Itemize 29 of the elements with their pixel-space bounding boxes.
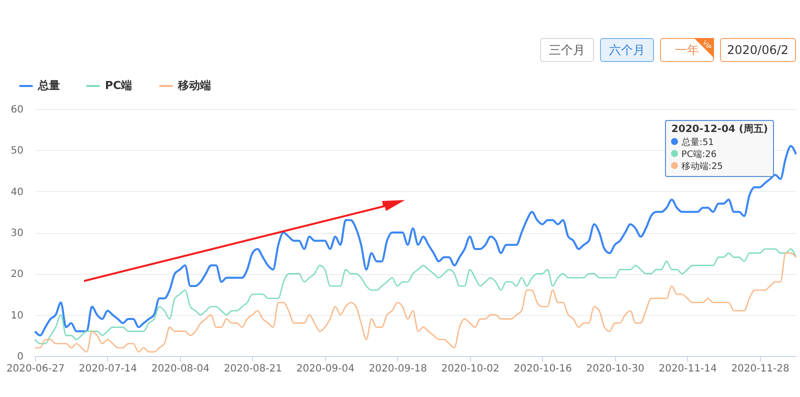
text: 2020/06/2 [720, 38, 796, 62]
y-tick-label: 20 [10, 269, 24, 280]
y-tick-label: 50 [10, 146, 24, 157]
annotation: 移动端:25 [681, 162, 723, 172]
x-tick-label: 2020-11-28 [731, 364, 790, 374]
y-tick-label: 40 [10, 186, 24, 198]
x-tick-label: 2020-07-14 [78, 364, 138, 374]
y-tick-label: 0 [17, 352, 24, 362]
y-tick-label: 30 [10, 228, 24, 239]
annotation: 2020-12-04 (周五) [671, 124, 768, 136]
x-tick-label: 2020-10-16 [514, 364, 572, 374]
legend-label: 移动端 [177, 79, 211, 92]
legend-label: PC端 [105, 79, 132, 92]
x-tick-label: 2020-10-30 [586, 364, 644, 374]
x-tick-label: 2020-11-14 [658, 364, 717, 374]
x-tick-label: 2020-09-04 [296, 364, 354, 374]
x-tick-label: 2020-06-27 [6, 364, 65, 374]
line-series [34, 145, 797, 336]
legend-label: 总量 [37, 79, 60, 92]
x-tick-label: 2020-08-21 [224, 364, 282, 374]
y-tick-label: 60 [10, 104, 24, 116]
y-tick-label: 10 [10, 310, 24, 322]
annotation: PC端:26 [681, 150, 717, 160]
annotation: 总量:51 [681, 138, 714, 148]
text: 三个月 [540, 38, 594, 62]
x-tick-label: 2020-09-18 [368, 364, 427, 374]
x-tick-label: 2020-10-02 [441, 364, 500, 374]
text: 六个月 [600, 38, 654, 62]
x-tick-label: 2020-08-04 [151, 364, 210, 374]
